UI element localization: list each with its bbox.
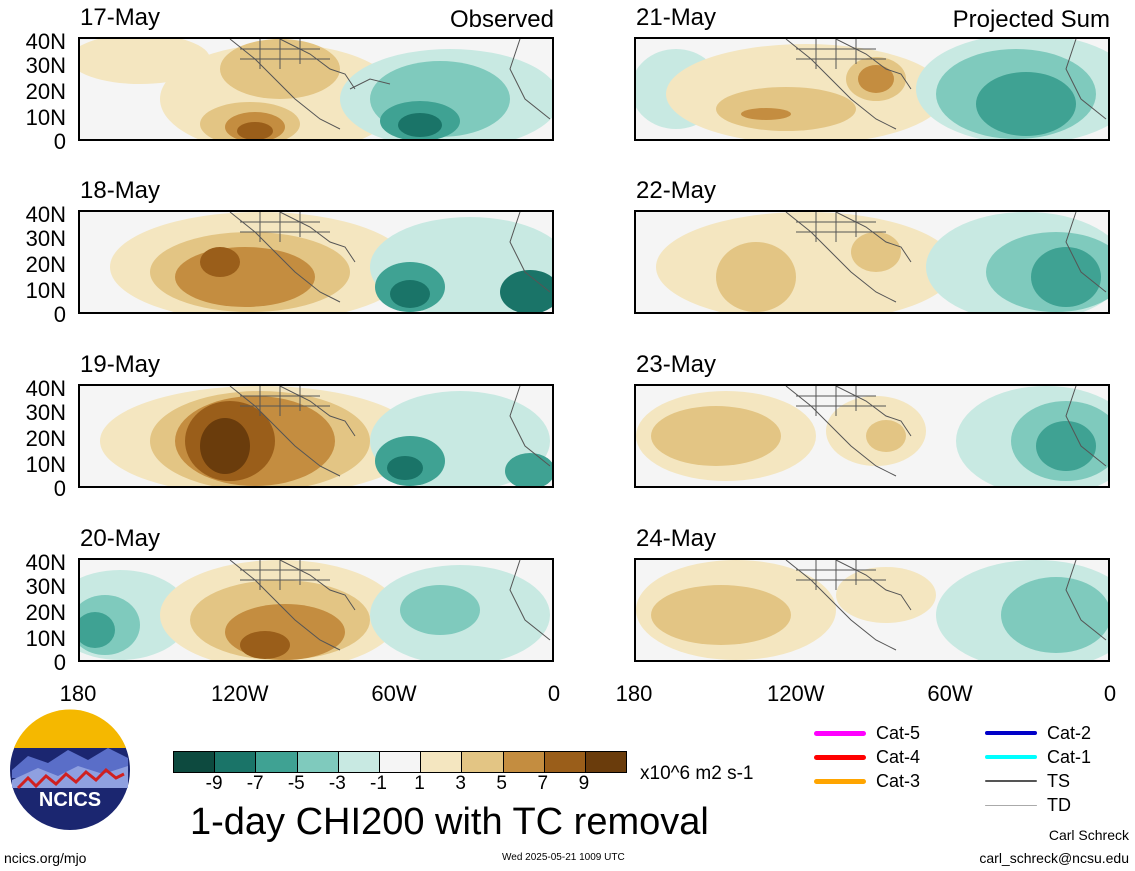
tc-legend-label: Cat-2	[1047, 723, 1092, 743]
main-title: 1-day CHI200 with TC removal	[190, 801, 709, 843]
lon-label: 0	[547, 681, 561, 706]
tc-legend-line	[814, 730, 866, 736]
lat-label: 20N	[25, 252, 66, 277]
lat-label: 40N	[25, 202, 66, 227]
lat-label: 10N	[25, 626, 66, 651]
lon-label: 0	[1103, 681, 1117, 706]
map-panel-20-may	[78, 558, 554, 662]
lat-label: 40N	[25, 29, 66, 54]
lon-label: 180	[615, 681, 653, 706]
tc-legend-line	[985, 731, 1037, 735]
tc-legend-line	[985, 780, 1037, 782]
colorbar-tick-label: 5	[496, 773, 507, 794]
lat-label: 20N	[25, 600, 66, 625]
colorbar-tick-label: -9	[205, 773, 223, 794]
panel-tag-projected: Projected Sum	[952, 6, 1110, 33]
colorbar-tick-label: 3	[455, 773, 466, 794]
colorbar	[173, 751, 627, 773]
tc-legend-line	[814, 754, 866, 760]
lat-label: 40N	[25, 550, 66, 575]
map-panel-22-may	[634, 210, 1110, 314]
lon-label: 120W	[767, 681, 825, 706]
map-panel-17-may	[78, 37, 554, 141]
panel-date-7: 23-May	[636, 351, 717, 378]
colorbar-swatch	[584, 752, 627, 772]
map-panel-23-may	[634, 384, 1110, 488]
panel-date-6: 22-May	[636, 177, 717, 204]
panel-date-3: 19-May	[80, 351, 161, 378]
lon-label: 180	[59, 681, 97, 706]
tc-legend-label: TS	[1047, 771, 1071, 791]
colorbar-swatch	[296, 752, 338, 772]
lat-label: 0	[53, 129, 66, 154]
colorbar-tick-label: -3	[328, 773, 346, 794]
colorbar-swatch	[378, 752, 421, 772]
lat-label: 0	[53, 302, 66, 327]
footer-author: Carl Schreck	[1048, 827, 1129, 843]
colorbar-swatch	[255, 752, 297, 772]
panel-date-8: 24-May	[636, 525, 717, 552]
colorbar-swatch	[543, 752, 585, 772]
lat-label: 0	[53, 476, 66, 501]
logo-text: NCICS	[38, 789, 102, 811]
colorbar-tick-label: -5	[287, 773, 305, 794]
tc-legend-label: Cat-3	[876, 771, 921, 791]
colorbar-swatch	[502, 752, 544, 772]
colorbar-tick-label: -1	[370, 773, 387, 794]
colorbar-swatch	[461, 752, 503, 772]
lon-label: 60W	[927, 681, 973, 706]
map-panel-18-may	[78, 210, 554, 314]
footer-timestamp: Wed 2025-05-21 1009 UTC	[502, 852, 625, 863]
lat-label: 30N	[25, 574, 66, 599]
tc-legend-label: Cat-4	[876, 747, 921, 767]
colorbar-tick-label: 1	[414, 773, 425, 794]
map-panel-24-may	[634, 558, 1110, 662]
colorbar-swatch	[174, 752, 215, 772]
panel-date-5: 21-May	[636, 4, 717, 31]
colorbar-unit: x10^6 m2 s-1	[640, 763, 754, 784]
colorbar-tick-label: 9	[578, 773, 590, 794]
lat-label: 10N	[25, 452, 66, 477]
lat-label: 30N	[25, 53, 66, 78]
lat-label: 0	[53, 650, 66, 675]
tc-legend-line	[814, 778, 866, 784]
panel-date-1: 17-May	[80, 4, 161, 31]
colorbar-swatch	[214, 752, 256, 772]
lat-label: 10N	[25, 105, 66, 130]
footer-email: carl_schreck@ncsu.edu	[979, 850, 1129, 866]
map-panel-21-may	[634, 37, 1110, 141]
lon-label: 60W	[371, 681, 417, 706]
panel-tag-observed: Observed	[449, 6, 554, 33]
lat-label: 10N	[25, 278, 66, 303]
panel-date-2: 18-May	[80, 177, 161, 204]
map-panel-19-may	[78, 384, 554, 488]
lat-label: 40N	[25, 376, 66, 401]
lat-label: 20N	[25, 426, 66, 451]
colorbar-tick-label: -7	[246, 773, 264, 794]
lat-label: 30N	[25, 226, 66, 251]
tc-legend-line	[985, 804, 1037, 806]
lon-label: 120W	[211, 681, 269, 706]
colorbar-swatch	[337, 752, 379, 772]
panel-date-4: 20-May	[80, 525, 161, 552]
lat-label: 30N	[25, 400, 66, 425]
lat-label: 20N	[25, 79, 66, 104]
ncics-logo: NCICS	[8, 708, 132, 832]
colorbar-swatch	[420, 752, 462, 772]
colorbar-tick-label: 7	[537, 773, 549, 794]
footer-url: ncics.org/mjo	[4, 850, 87, 866]
tc-legend-label: TD	[1047, 795, 1071, 815]
tc-legend-label: Cat-1	[1047, 747, 1092, 767]
tc-legend-line	[985, 755, 1037, 759]
tc-legend-label: Cat-5	[876, 723, 921, 743]
